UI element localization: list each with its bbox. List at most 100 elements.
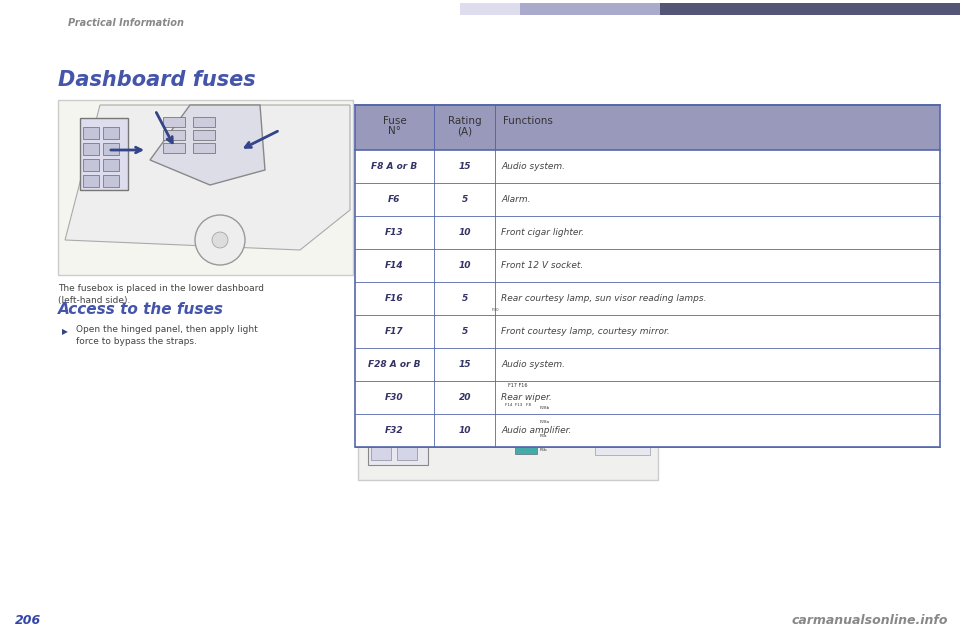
Bar [397,426,417,440]
Text: F30: F30 [492,308,499,312]
Bar [595,410,650,428]
Bar [355,105,940,150]
Text: F17: F17 [385,327,404,336]
Circle shape [534,315,548,329]
Bar [371,446,391,460]
Text: 5: 5 [462,195,468,204]
Text: 15: 15 [459,162,471,171]
Bar [355,105,940,447]
Bar [549,388,567,400]
Bar [371,366,391,380]
Bar [355,348,940,381]
Bar [80,118,128,190]
Text: F14: F14 [385,261,404,270]
Text: N°: N° [388,127,401,136]
Bar [355,381,940,414]
Text: Front 12 V socket.: Front 12 V socket. [501,261,584,270]
Bar [595,385,650,403]
Bar [371,386,391,400]
Bar [103,175,119,187]
Text: Rear wiper.: Rear wiper. [501,393,552,402]
Text: F13: F13 [385,228,404,237]
Bar [397,446,417,460]
Text: F16: F16 [385,294,404,303]
Bar [397,406,417,420]
Bar [595,360,650,378]
Text: 10: 10 [459,228,471,237]
Text: F28b: F28b [540,406,550,410]
Text: Audio system.: Audio system. [501,360,565,369]
Bar [103,127,119,139]
Circle shape [488,315,502,329]
Text: 5: 5 [462,294,468,303]
Text: Rear courtesy lamp, sun visor reading lamps.: Rear courtesy lamp, sun visor reading la… [501,294,707,303]
Bar [550,362,561,380]
Bar [660,3,960,15]
Text: Front courtesy lamp, courtesy mirror.: Front courtesy lamp, courtesy mirror. [501,327,670,336]
Bar [355,282,940,315]
Text: Functions: Functions [503,116,553,127]
Text: F8 A or B: F8 A or B [372,162,418,171]
Bar [103,159,119,171]
Bar [505,388,523,400]
Text: ▶: ▶ [62,328,68,337]
Text: (left-hand side).: (left-hand side). [58,296,131,305]
Text: F6a: F6a [540,434,547,438]
Text: Alarm.: Alarm. [501,195,531,204]
Bar [397,386,417,400]
Text: 10: 10 [459,426,471,435]
Bar [193,117,215,127]
Polygon shape [65,105,350,250]
Text: F28a: F28a [540,420,550,424]
Text: Audio system.: Audio system. [501,162,565,171]
Text: 5: 5 [462,327,468,336]
Circle shape [195,215,245,265]
Bar [163,130,185,140]
FancyArrow shape [433,383,487,407]
Text: Rating: Rating [448,116,482,127]
Bar [355,216,940,249]
Bar [355,414,940,447]
Bar [530,323,558,338]
Text: 206: 206 [14,614,41,627]
Bar [565,343,593,358]
Text: The fusebox is placed in the lower dashboard: The fusebox is placed in the lower dashb… [58,284,264,293]
Text: F17 F16: F17 F16 [508,383,527,388]
Text: 20: 20 [459,393,471,402]
Text: (A): (A) [457,127,472,136]
Text: F14  F13   F8: F14 F13 F8 [505,403,531,407]
Text: carmanualsonline.info: carmanualsonline.info [792,614,948,627]
Bar [355,249,940,282]
Bar [83,175,99,187]
Text: 10: 10 [459,261,471,270]
Bar [522,362,533,380]
Bar [595,400,650,455]
Text: Dashboard fuses: Dashboard fuses [58,70,255,90]
Bar [515,416,537,426]
Bar [355,315,940,348]
Circle shape [488,315,502,329]
Text: Open the hinged panel, then apply light: Open the hinged panel, then apply light [76,326,257,335]
Bar [460,3,660,15]
Text: F6b: F6b [540,448,547,452]
Bar [371,426,391,440]
Bar [515,430,537,440]
Text: F30: F30 [385,393,404,402]
Bar [358,310,658,480]
Text: Front cigar lighter.: Front cigar lighter. [501,228,585,237]
Text: Audio amplifier.: Audio amplifier. [501,426,572,435]
Circle shape [511,315,525,329]
Bar [460,3,520,15]
Bar [163,143,185,153]
Circle shape [557,315,571,329]
Bar [397,366,417,380]
Text: Access to the fuses: Access to the fuses [58,303,224,317]
Text: Fuse: Fuse [383,116,406,127]
Bar [83,159,99,171]
Bar [515,444,537,454]
Text: F32: F32 [385,426,404,435]
Text: F28 A or B: F28 A or B [369,360,420,369]
Bar [83,127,99,139]
Bar [530,343,558,358]
Polygon shape [150,105,265,185]
